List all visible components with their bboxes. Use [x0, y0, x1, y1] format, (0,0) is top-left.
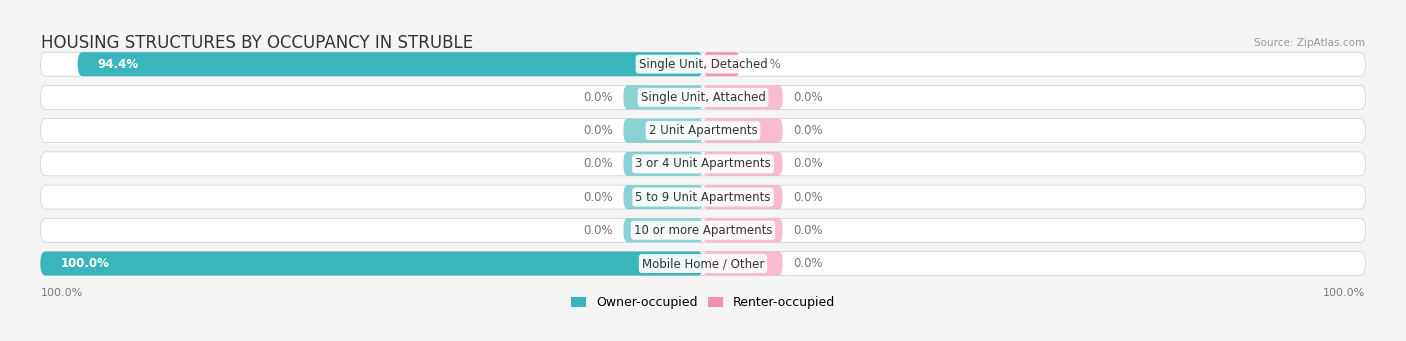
- Text: 0.0%: 0.0%: [583, 124, 613, 137]
- FancyBboxPatch shape: [703, 52, 740, 76]
- FancyBboxPatch shape: [77, 52, 703, 76]
- Text: 0.0%: 0.0%: [583, 91, 613, 104]
- Legend: Owner-occupied, Renter-occupied: Owner-occupied, Renter-occupied: [571, 296, 835, 309]
- FancyBboxPatch shape: [703, 86, 783, 109]
- Text: 100.0%: 100.0%: [60, 257, 110, 270]
- Text: 2 Unit Apartments: 2 Unit Apartments: [648, 124, 758, 137]
- Text: 94.4%: 94.4%: [97, 58, 139, 71]
- FancyBboxPatch shape: [623, 152, 703, 176]
- FancyBboxPatch shape: [703, 252, 783, 276]
- Text: 5.6%: 5.6%: [751, 58, 780, 71]
- FancyBboxPatch shape: [41, 152, 1365, 176]
- Text: 5 to 9 Unit Apartments: 5 to 9 Unit Apartments: [636, 191, 770, 204]
- Text: 0.0%: 0.0%: [793, 124, 823, 137]
- Text: Single Unit, Detached: Single Unit, Detached: [638, 58, 768, 71]
- FancyBboxPatch shape: [41, 185, 1365, 209]
- FancyBboxPatch shape: [703, 152, 783, 176]
- Text: 0.0%: 0.0%: [793, 224, 823, 237]
- Text: 0.0%: 0.0%: [793, 191, 823, 204]
- Text: 100.0%: 100.0%: [1323, 288, 1365, 298]
- Text: 0.0%: 0.0%: [583, 191, 613, 204]
- FancyBboxPatch shape: [41, 86, 1365, 109]
- Text: 3 or 4 Unit Apartments: 3 or 4 Unit Apartments: [636, 157, 770, 170]
- FancyBboxPatch shape: [41, 52, 1365, 76]
- FancyBboxPatch shape: [41, 218, 1365, 242]
- FancyBboxPatch shape: [41, 252, 1365, 276]
- Text: Source: ZipAtlas.com: Source: ZipAtlas.com: [1254, 38, 1365, 48]
- Text: 0.0%: 0.0%: [793, 257, 823, 270]
- Text: Single Unit, Attached: Single Unit, Attached: [641, 91, 765, 104]
- Text: 0.0%: 0.0%: [793, 91, 823, 104]
- FancyBboxPatch shape: [41, 252, 703, 276]
- FancyBboxPatch shape: [623, 218, 703, 242]
- FancyBboxPatch shape: [623, 86, 703, 109]
- FancyBboxPatch shape: [623, 119, 703, 143]
- Text: 0.0%: 0.0%: [583, 157, 613, 170]
- FancyBboxPatch shape: [703, 218, 783, 242]
- FancyBboxPatch shape: [703, 185, 783, 209]
- Text: Mobile Home / Other: Mobile Home / Other: [641, 257, 765, 270]
- Text: 100.0%: 100.0%: [41, 288, 83, 298]
- FancyBboxPatch shape: [703, 119, 783, 143]
- FancyBboxPatch shape: [41, 119, 1365, 143]
- Text: HOUSING STRUCTURES BY OCCUPANCY IN STRUBLE: HOUSING STRUCTURES BY OCCUPANCY IN STRUB…: [41, 33, 472, 51]
- FancyBboxPatch shape: [623, 185, 703, 209]
- Text: 0.0%: 0.0%: [583, 224, 613, 237]
- Text: 0.0%: 0.0%: [793, 157, 823, 170]
- Text: 10 or more Apartments: 10 or more Apartments: [634, 224, 772, 237]
